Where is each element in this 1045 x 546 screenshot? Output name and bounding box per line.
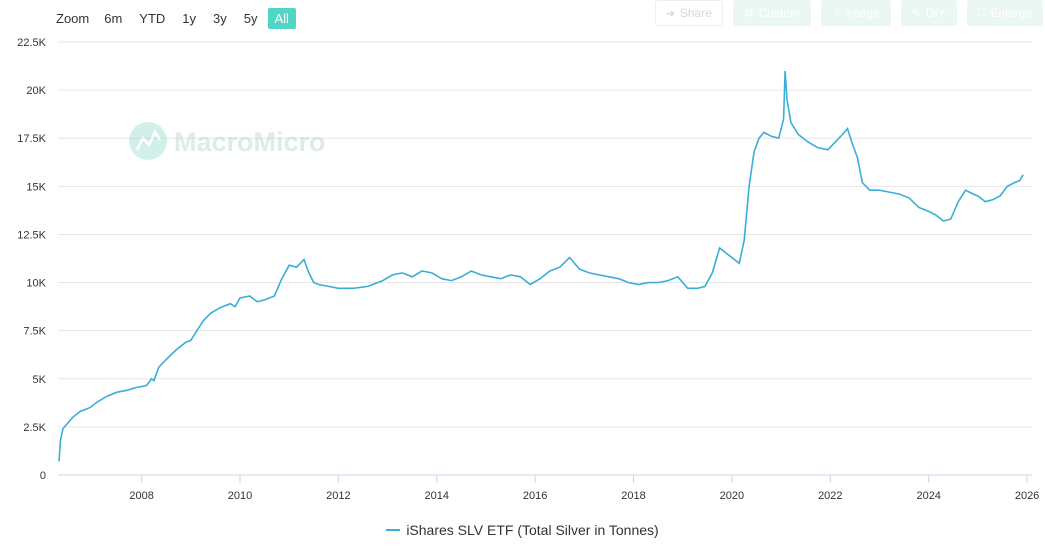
zoom-1y-button[interactable]: 1y — [182, 10, 197, 26]
y-tick-label: 2.5K — [23, 422, 46, 434]
x-tick-label: 2018 — [621, 490, 645, 502]
pencil-icon: ✎ — [911, 7, 921, 20]
y-tick-label: 17.5K — [17, 133, 46, 145]
custom-button[interactable]: ⚙ Custom — [732, 0, 812, 26]
x-tick-label: 2016 — [523, 490, 547, 502]
x-tick-label: 2026 — [1015, 490, 1039, 502]
x-tick-label: 2024 — [916, 490, 940, 502]
zoom-bar: Zoom 6m YTD 1y 3y 5y All — [56, 6, 299, 30]
grid-lines — [58, 41, 1032, 476]
watermark-chart-icon — [135, 129, 162, 151]
download-icon: ⇩ — [832, 7, 842, 20]
y-tick-label: 22.5K — [17, 37, 46, 49]
zoom-6m-button[interactable]: 6m — [104, 10, 123, 26]
x-tick-label: 2022 — [818, 490, 842, 502]
y-tick-label: 0 — [40, 470, 46, 482]
x-tick-label: 2012 — [326, 490, 350, 502]
custom-label: Custom — [758, 6, 801, 20]
expand-icon: ⛶ — [977, 6, 986, 19]
gear-icon: ⚙ — [743, 7, 754, 20]
zoom-ytd-button[interactable]: YTD — [139, 10, 166, 26]
legend-label: iShares SLV ETF (Total Silver in Tonnes) — [406, 522, 659, 538]
diy-button[interactable]: ✎ DIY — [900, 0, 957, 26]
chart-tools: ➜ Share ⚙ Custom ⇩ Image ✎ DIY ⛶ Enlarge — [654, 0, 1043, 26]
diy-label: DIY — [925, 6, 946, 20]
zoom-3y-button[interactable]: 3y — [213, 10, 227, 26]
legend-swatch — [386, 529, 401, 531]
image-label: Image — [846, 6, 880, 20]
chart-plot: MacroMicro 0 2.5K 5K 7.5K 10K 12.5K 15K 17.5K 20… — [17, 37, 1039, 502]
y-axis-ticks: 0 2.5K 5K 7.5K 10K 12.5K 15K 17.5K 20K 22.5K — [17, 37, 46, 482]
x-tick-label: 2010 — [228, 490, 252, 502]
y-tick-label: 20K — [26, 85, 46, 97]
watermark: MacroMicro — [129, 122, 326, 160]
x-tick-label: 2014 — [425, 490, 449, 502]
y-tick-label: 10K — [26, 278, 46, 290]
series-line — [58, 70, 1024, 462]
y-tick-label: 15K — [26, 181, 46, 193]
share-label: Share — [679, 6, 712, 20]
x-tick-label: 2008 — [129, 490, 153, 502]
y-tick-label: 12.5K — [17, 229, 46, 241]
watermark-text: MacroMicro — [174, 127, 326, 157]
image-button[interactable]: ⇩ Image — [821, 0, 891, 26]
x-axis-ticks: 2008 2010 2012 2014 2016 2018 2020 2022 2024 2026 — [129, 475, 1039, 502]
enlarge-button[interactable]: ⛶ Enlarge — [966, 0, 1043, 26]
y-tick-label: 5K — [33, 374, 47, 386]
enlarge-label: Enlarge — [990, 6, 1032, 20]
share-icon: ➜ — [665, 7, 675, 20]
y-tick-label: 7.5K — [23, 326, 46, 338]
legend[interactable]: iShares SLV ETF (Total Silver in Tonnes) — [0, 522, 1045, 538]
zoom-all-button[interactable]: All — [267, 7, 296, 29]
x-tick-label: 2020 — [720, 490, 744, 502]
watermark-logo-icon — [129, 122, 167, 160]
share-button[interactable]: ➜ Share — [654, 0, 723, 26]
zoom-label: Zoom — [56, 10, 90, 26]
zoom-5y-button[interactable]: 5y — [243, 10, 258, 26]
